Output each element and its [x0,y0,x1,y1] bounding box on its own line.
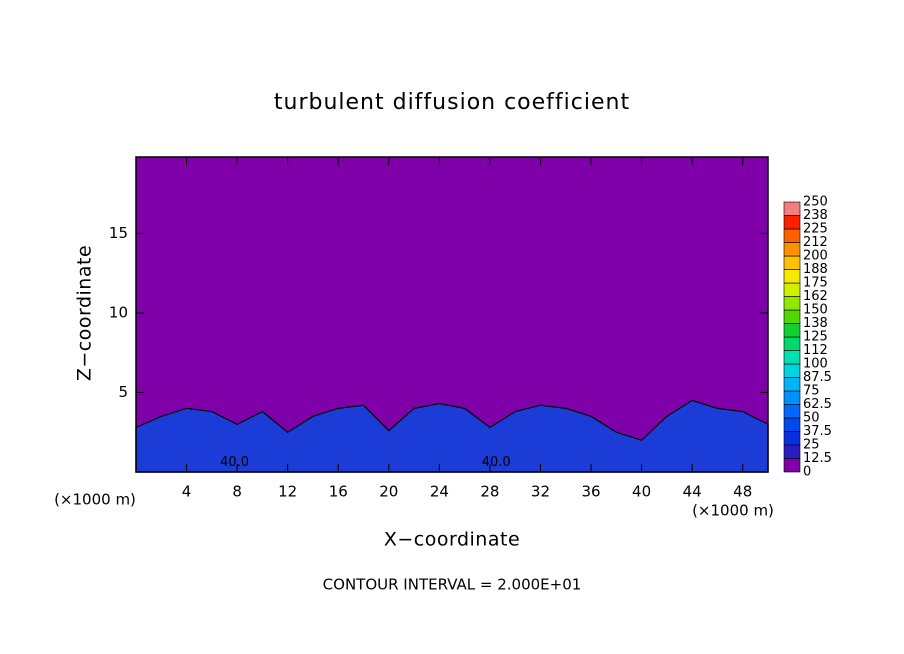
colorbar-label: 0 [803,465,811,480]
colorbar-label: 125 [803,330,828,345]
colorbar-label: 37.5 [803,424,832,439]
colorbar-label: 238 [803,208,828,223]
x-tick-label: 16 [329,483,348,501]
colorbar-swatch [783,309,801,324]
x-tick-label: 36 [581,483,600,501]
colorbar-swatch [783,255,801,270]
colorbar-label: 87.5 [803,370,832,385]
colorbar-swatch [783,228,801,243]
x-unit: (×1000 m) [54,491,136,509]
y-axis-label: Z−coordinate [74,245,96,381]
colorbar-label: 12.5 [803,451,832,466]
x-tick-label: 12 [278,483,297,501]
colorbar-label: 75 [803,384,820,399]
colorbar-label: 62.5 [803,397,832,412]
x-tick-label: 24 [430,483,449,501]
colorbar-swatch [783,417,801,432]
colorbar-swatch [783,242,801,257]
x-tick-label: 4 [182,483,192,501]
colorbar-label: 100 [803,357,828,372]
colorbar-swatch [783,269,801,284]
x-tick-label: 44 [683,483,702,501]
colorbar-label: 138 [803,316,828,331]
colorbar-label: 25 [803,438,820,453]
footnote: CONTOUR INTERVAL = 2.000E+01 [323,576,582,594]
colorbar-swatch [783,296,801,311]
y-tick-label: 15 [109,224,128,242]
colorbar-swatch [783,336,801,351]
x-tick-label: 8 [232,483,242,501]
colorbar-swatch [783,431,801,446]
colorbar-label: 225 [803,222,828,237]
colorbar-swatch [783,404,801,419]
colorbar-swatch [783,458,801,473]
colorbar-label: 162 [803,289,828,304]
contour-label: 40.0 [482,455,511,470]
y-tick-label: 5 [118,383,128,401]
colorbar-label: 112 [803,343,828,358]
chart-title: turbulent diffusion coefficient [274,90,630,115]
colorbar-label: 150 [803,303,828,318]
colorbar-swatch [783,377,801,392]
colorbar-label: 212 [803,235,828,250]
colorbar-label: 188 [803,262,828,277]
turbulent-layer [135,399,769,473]
colorbar-label: 200 [803,249,828,264]
x-tick-label: 32 [531,483,550,501]
colorbar-swatch [783,215,801,230]
colorbar-swatch [783,444,801,459]
colorbar-swatch [783,363,801,378]
colorbar-swatch [783,323,801,338]
y-tick-label: 10 [109,303,128,321]
colorbar-label: 50 [803,411,820,426]
colorbar-swatch [783,201,801,216]
colorbar-label: 250 [803,195,828,210]
x-unit: (×1000 m) [692,502,774,520]
x-axis-label: X−coordinate [384,529,520,551]
x-tick-label: 40 [632,483,651,501]
colorbar-swatch [783,390,801,405]
x-tick-label: 20 [379,483,398,501]
x-tick-label: 48 [733,483,752,501]
contour-label: 40.0 [220,455,249,470]
colorbar-swatch [783,282,801,297]
x-tick-label: 28 [480,483,499,501]
colorbar-label: 175 [803,276,828,291]
colorbar-swatch [783,350,801,365]
plot-frame [135,156,769,473]
